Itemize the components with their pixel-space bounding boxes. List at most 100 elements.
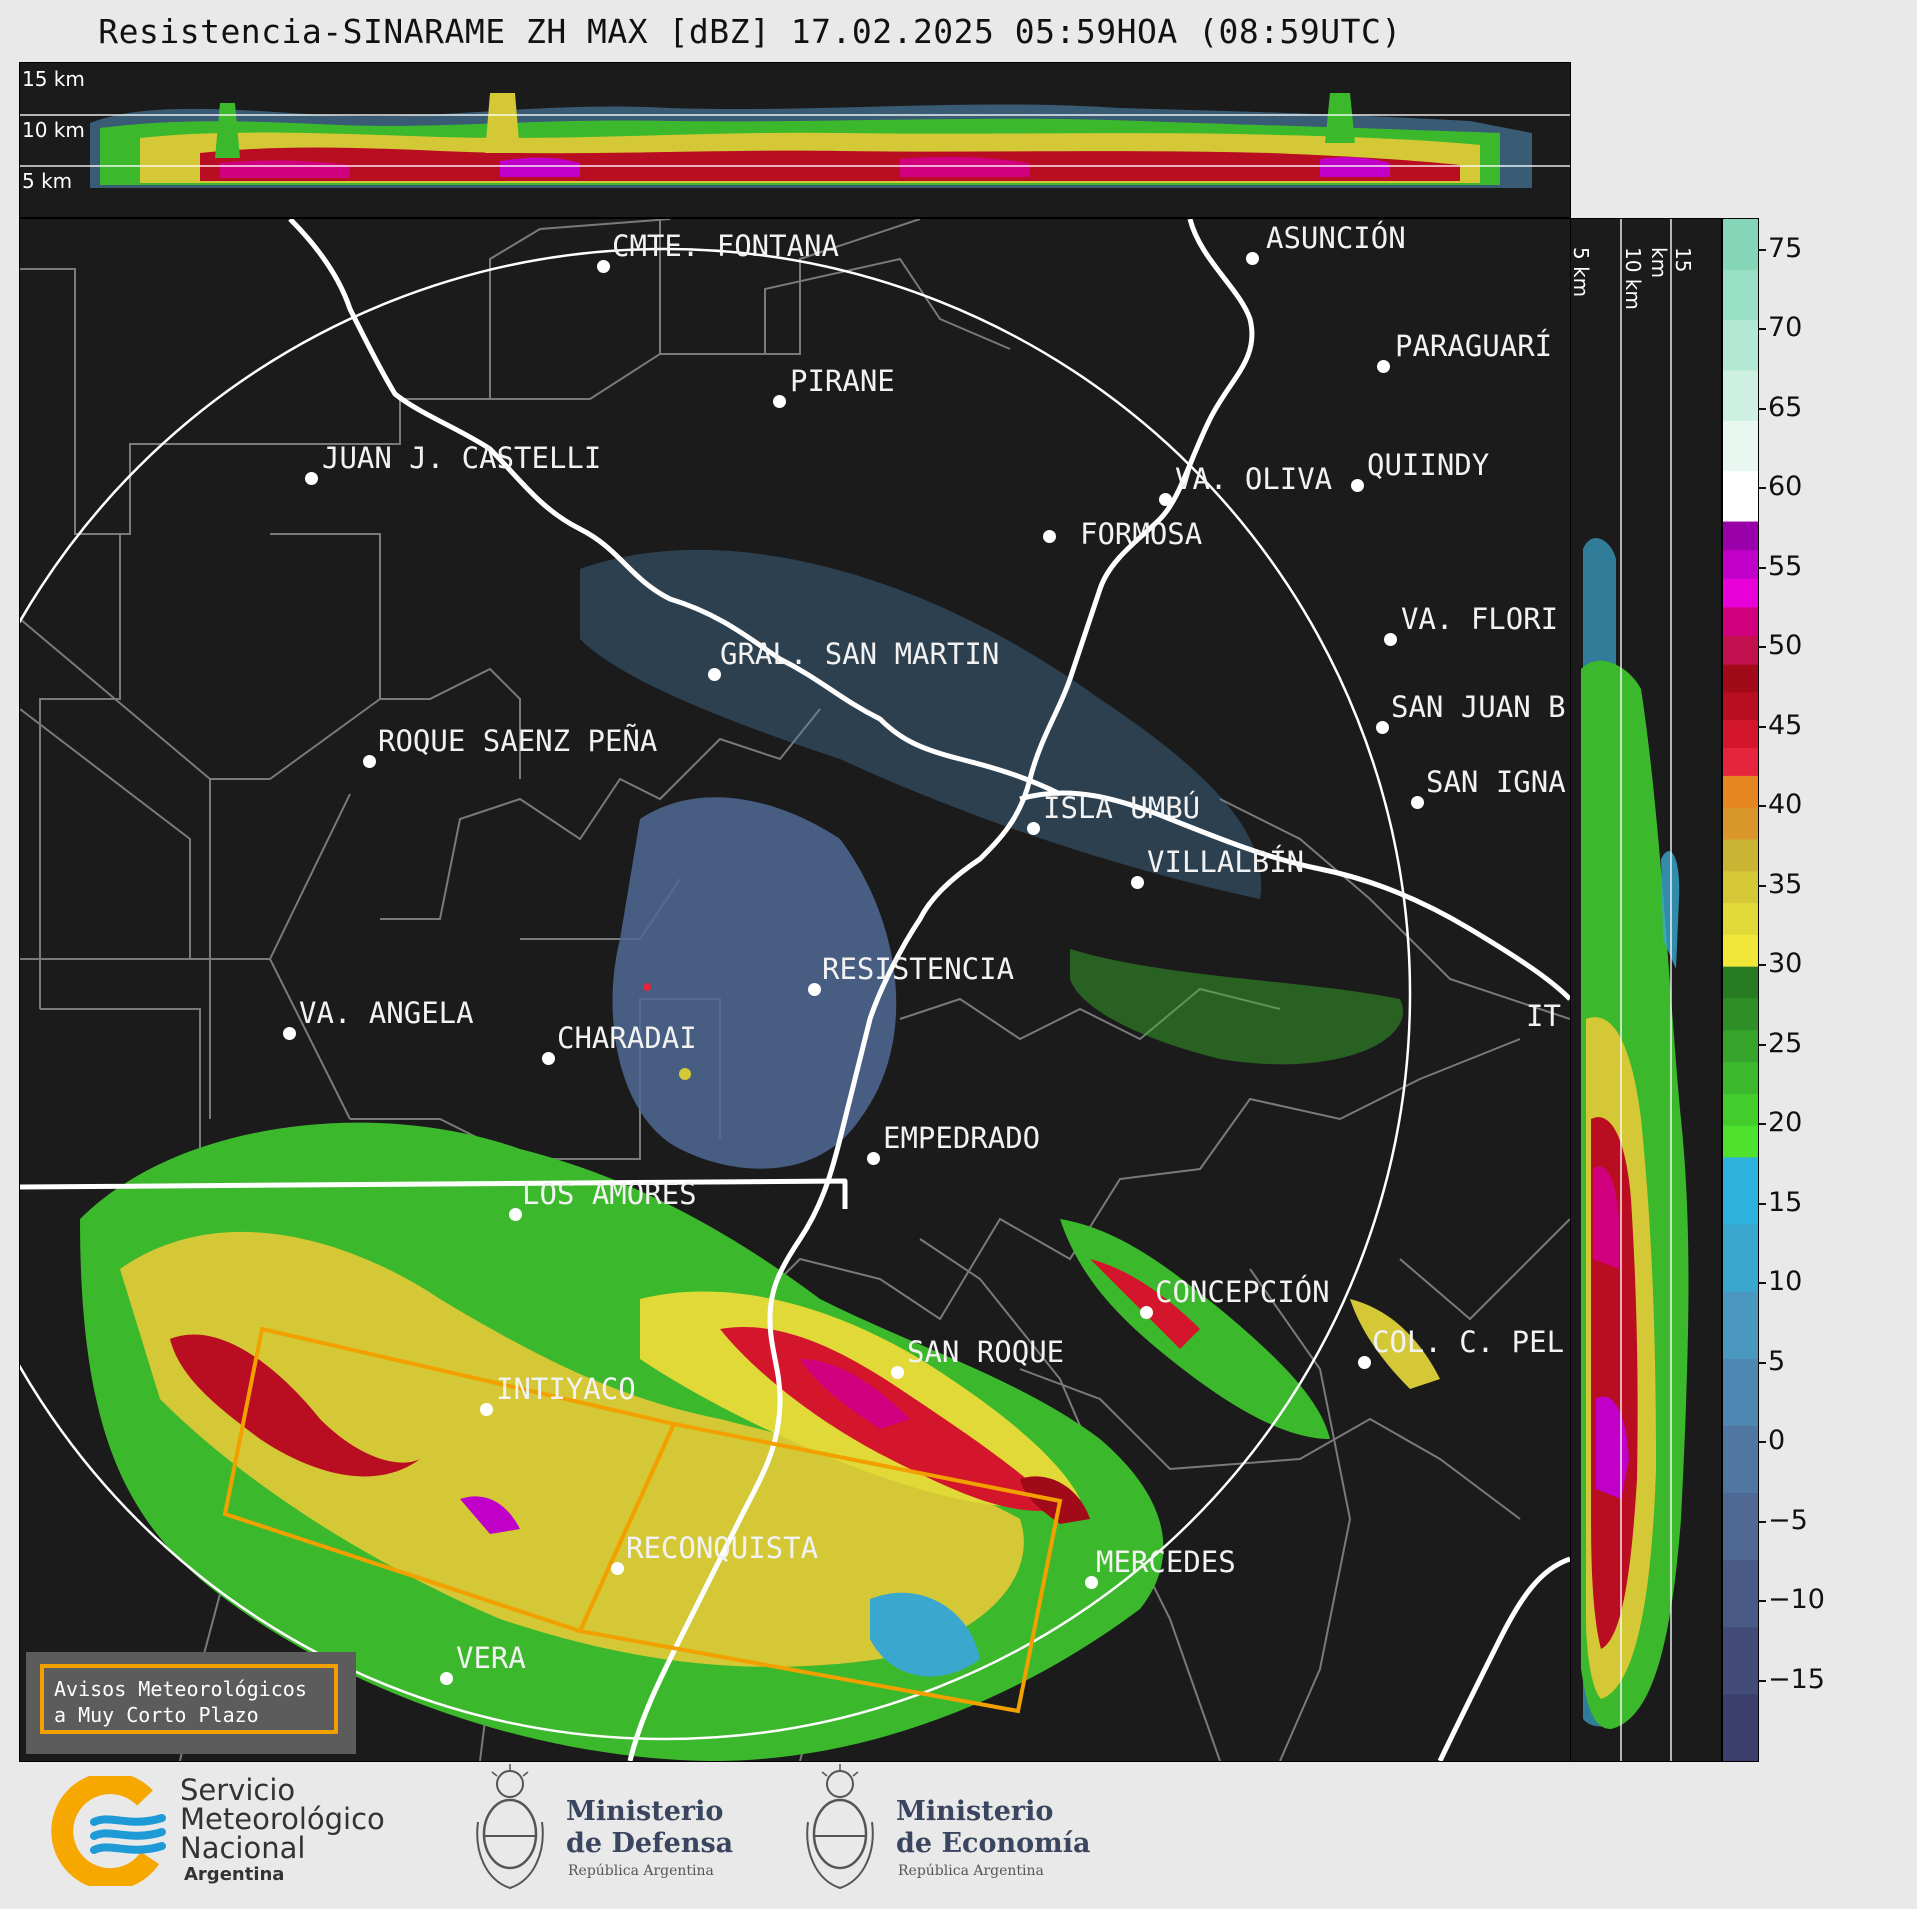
warning-legend-line2: a Muy Corto Plazo (54, 1703, 259, 1727)
colorbar-tick-label: −5 (1768, 1504, 1808, 1536)
colorbar-tick-label: 25 (1768, 1027, 1803, 1059)
colorbar-tick-mark (1758, 248, 1766, 251)
colorbar-segment (1723, 747, 1758, 776)
colorbar-tick-mark (1758, 328, 1766, 331)
city-marker-villalbin (1131, 876, 1144, 889)
economia-logo: Ministerio de Economía República Argenti… (800, 1762, 1100, 1897)
colorbar-segment (1723, 1093, 1758, 1126)
colorbar-segment (1723, 1061, 1758, 1094)
city-marker-roque-saenz-pena (363, 755, 376, 768)
warning-legend-frame: Avisos Meteorológicos a Muy Corto Plazo (40, 1664, 338, 1734)
city-marker-juan-j-castelli (305, 472, 318, 485)
city-label-san-juan-b: SAN JUAN B (1391, 690, 1566, 724)
colorbar-tick-label: 55 (1768, 550, 1803, 582)
colorbar-tick-mark (1758, 884, 1766, 887)
city-marker-quiindy (1351, 479, 1364, 492)
city-label-mercedes: MERCEDES (1096, 1545, 1236, 1579)
colorbar-tick-label: 10 (1768, 1266, 1803, 1298)
side-cross-section-graphic (1581, 219, 1689, 1761)
river-borders (20, 219, 1570, 1761)
colorbar-tick-label: 50 (1768, 630, 1803, 662)
city-marker-san-igna (1411, 796, 1424, 809)
argentina-coat-of-arms-icon (476, 1764, 544, 1890)
colorbar-segment (1723, 691, 1758, 721)
city-label-asuncion: ASUNCIÓN (1266, 221, 1406, 255)
top-km-label-15: 15 km (22, 67, 85, 91)
colorbar-segment (1723, 606, 1758, 636)
city-marker-asuncion (1246, 252, 1259, 265)
warning-polygons (222, 1326, 1063, 1714)
colorbar-tick-label: 15 (1768, 1186, 1803, 1218)
city-label-resistencia: RESISTENCIA (822, 952, 1015, 986)
city-marker-vera (440, 1672, 453, 1685)
colorbar-segment (1723, 1492, 1758, 1561)
side-cross-section-panel: 5 km 10 km 15 km (1570, 218, 1722, 1762)
city-marker-empedrado (867, 1152, 880, 1165)
colorbar-segment (1723, 838, 1758, 872)
colorbar-tick-mark (1758, 407, 1766, 410)
city-label-pirane: PIRANE (790, 364, 895, 398)
smn-logo-line1: Servicio (180, 1773, 296, 1807)
city-label-vera: VERA (456, 1641, 526, 1675)
colorbar-segment (1723, 902, 1758, 935)
side-km-label-10: 10 km (1621, 247, 1645, 310)
smn-logo-line2: Meteorológico (180, 1802, 385, 1836)
colorbar-tick-label: 20 (1768, 1107, 1803, 1139)
city-marker-va-oliva (1159, 493, 1172, 506)
colorbar-graphic (1723, 219, 1758, 1761)
colorbar-tick-mark (1758, 805, 1766, 808)
city-label-va-oliva: VA. OLIVA (1175, 462, 1333, 496)
colorbar-tick-mark (1758, 1679, 1766, 1682)
warning-legend: Avisos Meteorológicos a Muy Corto Plazo (26, 1652, 356, 1754)
defensa-logo-line3: República Argentina (568, 1863, 714, 1879)
top-cross-section-graphic (20, 93, 1570, 188)
colorbar-segment (1723, 470, 1758, 522)
colorbar-segment (1723, 1425, 1758, 1494)
colorbar-segment (1723, 1029, 1758, 1063)
radar-map-graphic (20, 219, 1570, 1761)
dbz-colorbar (1722, 218, 1759, 1762)
city-marker-mercedes (1085, 1576, 1098, 1589)
colorbar-segment (1723, 1559, 1758, 1628)
city-label-roque-saenz-pena: ROQUE SAENZ PEÑA (378, 724, 658, 758)
city-marker-concepcion (1140, 1306, 1153, 1319)
city-marker-paraguari (1377, 360, 1390, 373)
colorbar-tick-label: 70 (1768, 312, 1803, 344)
smn-logo-line3: Nacional (180, 1831, 306, 1865)
economia-logo-line3: República Argentina (898, 1863, 1044, 1879)
colorbar-segment (1723, 1693, 1758, 1761)
colorbar-tick-label: 40 (1768, 789, 1803, 821)
economia-logo-line1: Ministerio (896, 1796, 1054, 1827)
economia-logo-line2: de Economía (896, 1828, 1091, 1859)
colorbar-tick-mark (1758, 1123, 1766, 1126)
city-marker-intiyaco (480, 1403, 493, 1416)
map-title: Resistencia-SINARAME ZH MAX [dBZ] 17.02.… (98, 12, 1402, 51)
colorbar-tick-mark (1758, 1520, 1766, 1523)
city-label-charadai: CHARADAI (557, 1021, 697, 1055)
colorbar-tick-label: 0 (1768, 1425, 1786, 1457)
city-label-quiindy: QUIINDY (1367, 448, 1490, 482)
city-label-formosa: FORMOSA (1080, 517, 1203, 551)
colorbar-tick-mark (1758, 725, 1766, 728)
city-marker-col-c-pel (1358, 1356, 1371, 1369)
top-cross-section-panel: 15 km 10 km 5 km (19, 62, 1571, 218)
city-label-cmte-fontana: CMTE. FONTANA (612, 229, 839, 263)
defensa-logo-line1: Ministerio (566, 1796, 724, 1827)
radar-echoes (80, 549, 1440, 1761)
colorbar-segment (1723, 521, 1758, 551)
city-marker-cmte-fontana (597, 260, 610, 273)
city-label-juan-j-castelli: JUAN J. CASTELLI (322, 441, 602, 475)
colorbar-tick-mark (1758, 1361, 1766, 1364)
city-label-los-amores: LOS AMORES (522, 1177, 697, 1211)
city-marker-reconquista (611, 1562, 624, 1575)
range-ring (20, 247, 1412, 1741)
city-label-it: IT (1526, 999, 1561, 1033)
colorbar-tick-mark (1758, 1282, 1766, 1285)
colorbar-segment (1723, 269, 1758, 321)
city-marker-los-amores (509, 1208, 522, 1221)
city-marker-charadai (542, 1052, 555, 1065)
city-label-paraguari: PARAGUARÍ (1395, 329, 1553, 363)
city-label-gral-san-martin: GRAL. SAN MARTIN (720, 637, 1000, 671)
colorbar-tick-mark (1758, 566, 1766, 569)
city-marker-formosa (1043, 530, 1056, 543)
